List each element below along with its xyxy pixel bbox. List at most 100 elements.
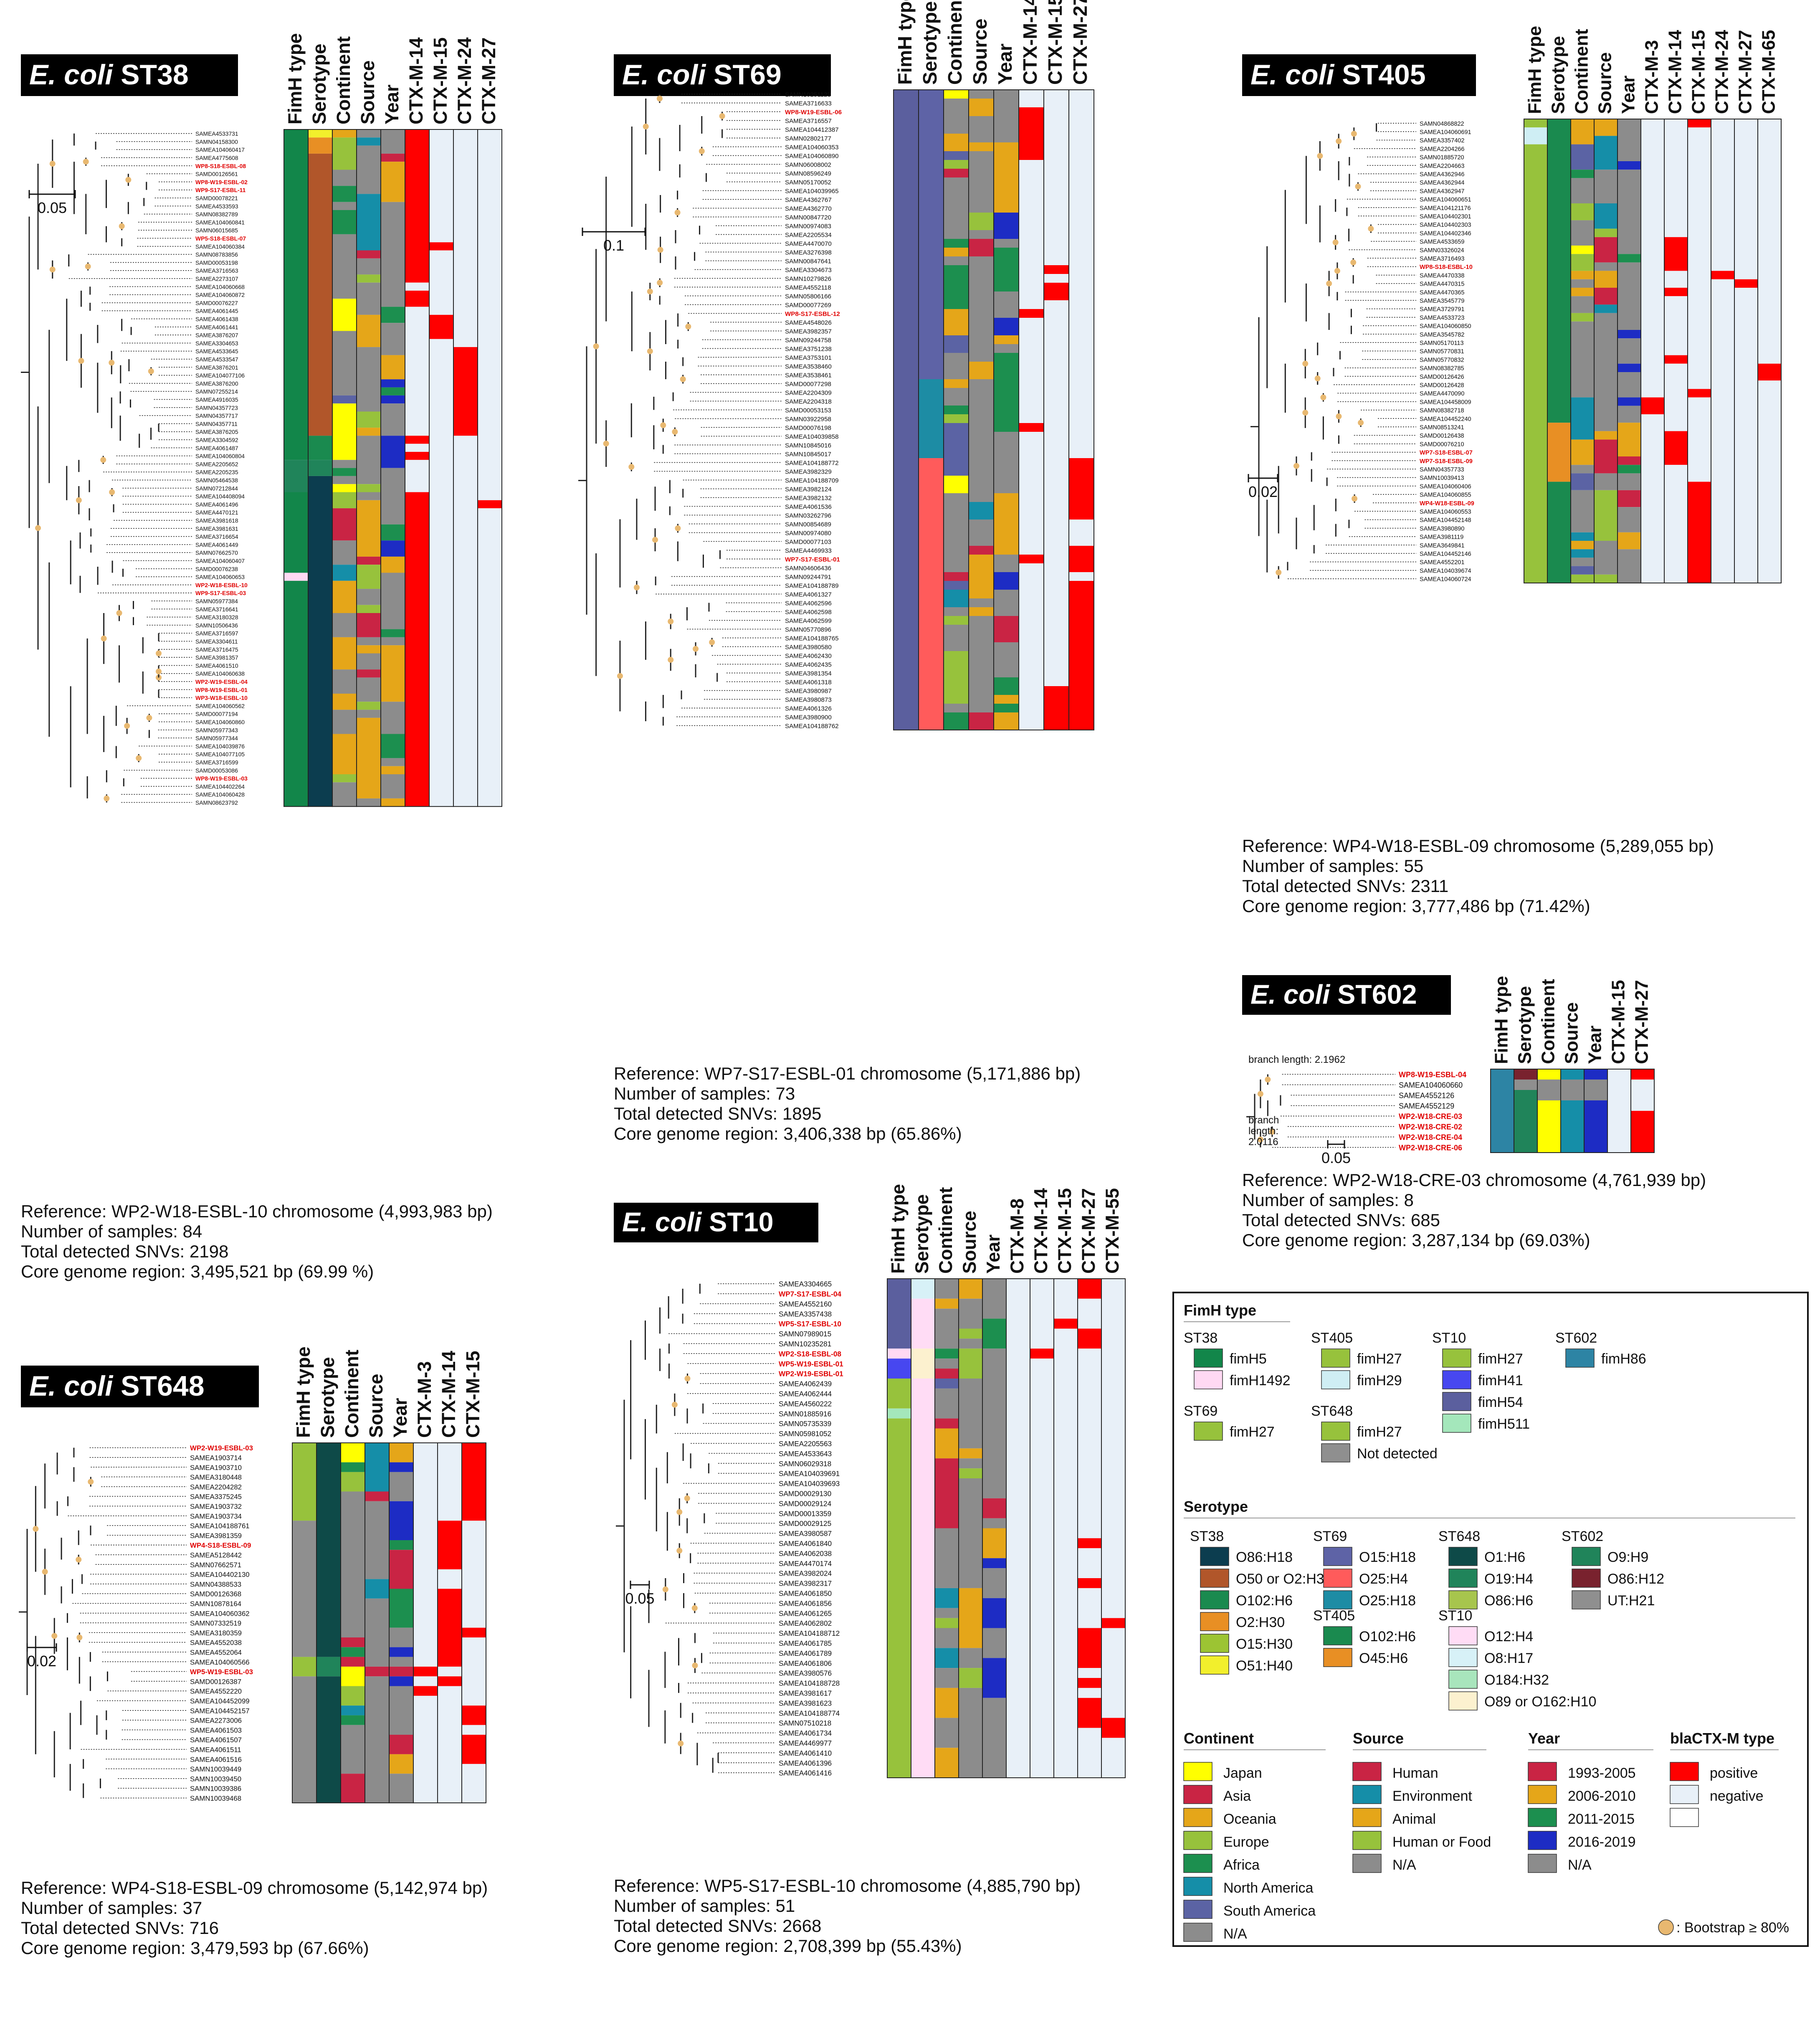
sample-label: SAMEA4061327 [785,591,832,598]
panel-title-st: ST10 [701,1207,773,1237]
trait-cell [1594,304,1617,313]
legend-swatch [1572,1590,1601,1609]
ctx-cell [1711,271,1734,279]
sample-label: WP8-W19-ESBL-02 [195,179,248,185]
ctx-cell [413,1676,438,1686]
sample-label: SAMEA104060890 [785,152,839,160]
trait-cell [1594,237,1617,263]
trait-cell [389,1462,413,1472]
legend-swatch [1183,1877,1212,1896]
branch-length-note: branch [1248,1115,1279,1126]
scale-label: 0.05 [1321,1149,1351,1166]
bootstrap-node [49,266,56,273]
trait-cell [1524,127,1547,144]
phylogenetic-tree [578,94,782,726]
bootstrap-node [1350,259,1357,266]
trait-cell [332,710,357,734]
trait-cell [357,436,381,484]
sample-label: SAMEA2205534 [785,231,832,238]
sample-label: SAMEA104188772 [785,459,839,466]
sample-label: SAMEA1903732 [190,1503,242,1510]
trait-cell [944,169,969,177]
trait-cell [935,1748,959,1778]
sample-label: WP8-W19-ESBL-03 [195,775,248,782]
trait-cell [944,581,969,590]
sample-label: SAMN05170052 [785,179,831,186]
ctx-cell [1641,414,1664,583]
ctx-cell [1069,458,1094,520]
ctx-cell [1054,1279,1078,1319]
sample-label: SAMN08382718 [1420,408,1464,414]
bootstrap-node [1326,280,1332,286]
sample-label: SAMN10039468 [190,1794,241,1802]
bootstrap-node [1257,1136,1263,1143]
sample-label: SAMEA104060653 [195,574,245,580]
sample-label: SAMD00013359 [779,1509,831,1518]
bootstrap-node [1334,268,1340,274]
sample-label: WP2-W18-CRE-03 [1399,1113,1462,1121]
column-header: Serotype [1514,986,1535,1064]
trait-cell [1514,1090,1537,1153]
sample-label: SAMN00847641 [785,258,831,265]
ctx-cell [1069,520,1094,546]
sample-label: SAMEA3304653 [195,340,238,347]
sample-label: SAMEA4469933 [785,547,832,554]
legend-swatch [1670,1785,1699,1804]
ctx-cell [462,1725,486,1735]
sample-label: SAMD00077194 [195,711,238,717]
sample-label: SAMEA3649841 [1420,542,1464,549]
ctx-cell [429,129,453,243]
sample-label: SAMEA104039693 [779,1480,840,1488]
bootstrap-node [692,1663,698,1669]
panel-caption: Total detected SNVs: 2311 [1242,876,1448,896]
trait-cell [1571,566,1594,575]
legend-item-label: fimH41 [1478,1373,1523,1389]
trait-cell [1594,490,1617,541]
sample-label: SAMEA3304673 [785,266,832,274]
legend-swatch [1194,1348,1223,1368]
sample-label: WP2-W19-ESBL-03 [190,1444,253,1452]
trait-cell [1571,288,1594,297]
panel-caption: Reference: WP2-W18-ESBL-10 chromosome (4… [21,1201,493,1221]
trait-cell [389,1657,413,1667]
sample-label: SAMN07662570 [195,550,238,556]
sample-label: SAMEA104458009 [1420,399,1471,405]
trait-cell [944,476,969,493]
trait-cell [389,1550,413,1589]
sample-label: SAMEA104060384 [195,243,245,250]
trait-cell [357,194,381,251]
legend-item-label: Asia [1223,1788,1251,1804]
legend-item-label: O89 or O162:H10 [1484,1694,1596,1710]
sample-label: SAMD00126438 [1420,433,1464,439]
sample-label: SAMEA104060406 [1420,483,1471,490]
trait-cell [389,1540,413,1550]
panel-st10: E. coli ST10 FimH type Serotype Continent So… [614,1184,1126,1956]
legend-swatch [1442,1414,1471,1433]
sample-label: SAMEA3981617 [779,1689,832,1698]
bootstrap-node [662,1586,668,1592]
sample-label: SAMD00076238 [195,565,238,572]
bootstrap-node [85,264,91,270]
sample-label: SAMN05735339 [779,1419,831,1428]
sample-label: SAMEA3545782 [1420,332,1464,338]
phylogenetic-tree [616,1283,775,1773]
sample-label: SAMEA3980576 [779,1669,832,1678]
ctx-cell [1078,1628,1101,1668]
sample-label: SAMEA4470338 [1420,272,1464,279]
column-header: CTX-M-15 [1044,0,1066,85]
trait-cell [341,1491,365,1637]
column-header: CTX-M-15 [1688,30,1709,114]
trait-cell [357,589,381,605]
panel-title-box [1242,975,1451,1015]
trait-cell [959,1279,982,1299]
legend-item-label: O2:H30 [1236,1614,1285,1630]
bootstrap-node [100,457,106,463]
trait-cell [1571,397,1594,440]
sample-label: SAMEA104060651 [1420,197,1471,203]
trait-cell [1584,1080,1607,1100]
column-header: Year [390,1398,411,1438]
column-header: FimH type [894,0,916,85]
trait-cell [389,1647,413,1657]
sample-label: SAMN00854689 [785,521,831,528]
panel-title-species: E. coli [1250,59,1335,91]
